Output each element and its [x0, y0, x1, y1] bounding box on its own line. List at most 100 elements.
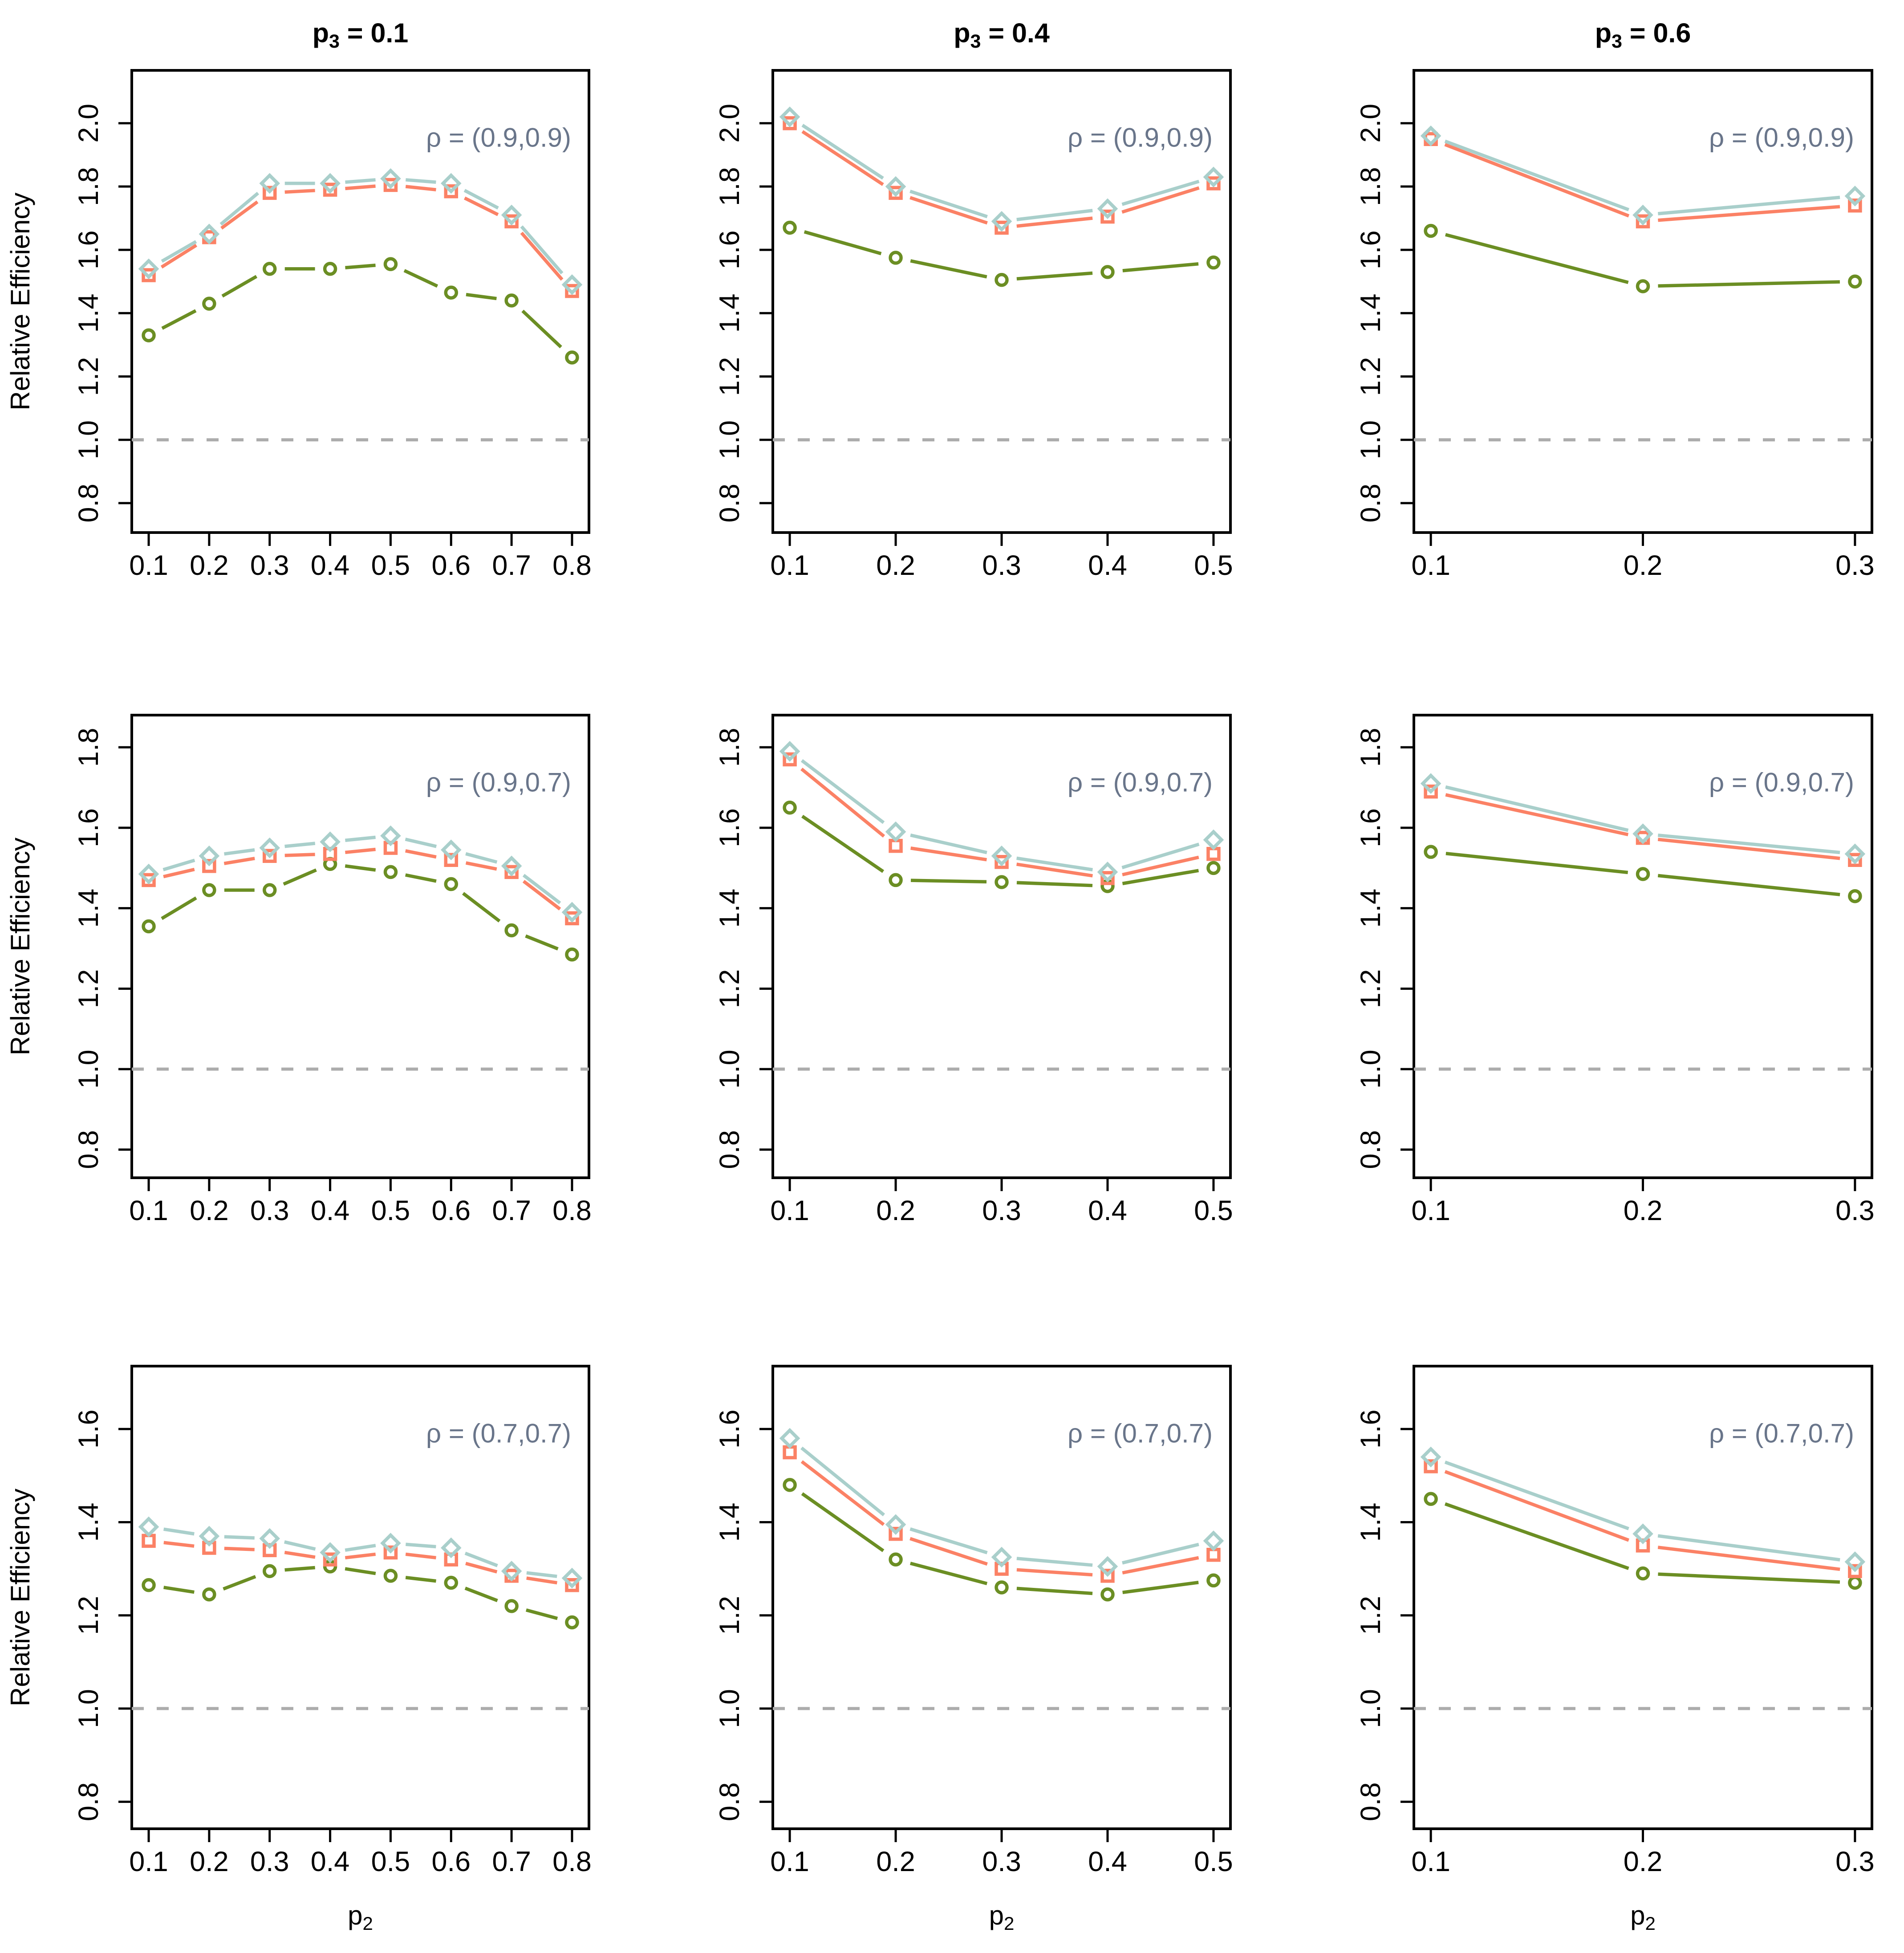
series-segment	[1122, 869, 1199, 885]
x-tick-label: 0.8	[552, 550, 592, 581]
series-segment	[1016, 881, 1093, 887]
series-diamond	[1420, 773, 1866, 865]
marker-diamond	[138, 1516, 159, 1538]
series-segment	[162, 859, 195, 871]
series-segment	[223, 1575, 256, 1591]
y-tick-label: 1.2	[1355, 969, 1386, 1009]
marker-circle	[444, 877, 459, 891]
y-axis-title: Relative Efficiency	[5, 1489, 35, 1706]
marker-circle	[1424, 845, 1438, 859]
y-tick-label: 1.0	[714, 1689, 745, 1728]
series-segment	[1445, 785, 1629, 832]
marker-diamond	[1203, 1530, 1224, 1551]
series-segment	[284, 842, 316, 848]
series-segment	[1444, 143, 1630, 218]
y-tick-label: 0.8	[714, 484, 745, 523]
marker-diamond	[779, 741, 800, 762]
panel-r2c0: 0.1 0.2 0.3 0.4 0.5 0.6 0.7 0.8 0.8 1.0 1.2 1.4 1.6 R…	[0, 1302, 634, 1953]
y-tick-label: 1.4	[714, 889, 745, 928]
marker-diamond	[199, 1526, 220, 1547]
marker-circle	[1424, 1492, 1438, 1506]
series-segment	[909, 189, 988, 219]
marker-circle	[1206, 861, 1221, 875]
plot-box	[130, 1365, 590, 1830]
series-segment	[1122, 262, 1199, 273]
marker-circle	[1636, 279, 1650, 293]
marker-diamond	[501, 855, 522, 877]
series-segment	[1444, 1461, 1629, 1530]
panel-r1c2-plot: 0.1 0.2 0.3 0.8 1.0 1.2 1.4 1.6 1.8 ρ = (0.9,0.7)	[1355, 714, 1875, 1226]
y-tick-label: 1.6	[73, 808, 104, 847]
series-segment	[800, 1460, 885, 1526]
marker-square	[565, 1578, 579, 1592]
x-tick-label: 0.2	[1624, 1846, 1663, 1877]
y-tick-label: 1.8	[1355, 167, 1386, 206]
series-segment	[284, 1566, 315, 1572]
y-tick-label: 1.0	[1355, 420, 1386, 460]
marker-circle	[783, 1478, 797, 1492]
x-tick-label: 0.2	[876, 550, 915, 581]
series-segment	[163, 1541, 195, 1548]
marker-diamond	[440, 839, 462, 860]
marker-diamond	[1420, 125, 1441, 146]
marker-square	[1424, 1459, 1438, 1473]
series-diamond	[138, 168, 583, 295]
marker-diamond	[1420, 1446, 1441, 1468]
series-segment	[522, 874, 561, 905]
x-tick-label: 0.4	[311, 1846, 350, 1877]
marker-square	[504, 214, 519, 228]
y-tick-label: 1.4	[1355, 1503, 1386, 1542]
x-tick-label: 0.2	[1624, 1195, 1663, 1226]
y-tick-label: 1.4	[714, 294, 745, 333]
marker-square	[504, 865, 519, 879]
series-segment	[345, 264, 376, 269]
marker-diamond	[380, 1533, 401, 1554]
panel-title: p3 = 0.1	[313, 18, 409, 52]
y-tick-label: 0.8	[73, 484, 104, 523]
x-tick-label: 0.1	[1411, 1846, 1450, 1877]
marker-diamond	[320, 173, 341, 194]
series-segment	[405, 849, 437, 859]
series-segment	[219, 191, 260, 226]
series-circle	[1424, 224, 1862, 293]
y-tick-label: 1.8	[714, 167, 745, 206]
series-segment	[221, 275, 258, 298]
series-segment	[464, 1551, 498, 1567]
plot-box	[130, 69, 590, 534]
marker-square	[565, 284, 579, 298]
y-tick-label: 1.4	[73, 294, 104, 333]
marker-diamond	[1420, 773, 1441, 794]
series-segment	[284, 1550, 316, 1559]
series-segment	[1122, 1581, 1199, 1594]
series-diamond	[779, 1428, 1224, 1577]
marker-diamond	[380, 825, 401, 846]
series-segment	[1657, 838, 1840, 860]
x-tick-label: 0.3	[250, 1195, 289, 1226]
rho-annotation: ρ = (0.9,0.9)	[1068, 123, 1213, 153]
panel-title: p3 = 0.6	[1595, 18, 1691, 52]
series-segment	[520, 232, 564, 281]
x-tick-label: 0.1	[1411, 1195, 1450, 1226]
y-tick-label: 1.0	[714, 1050, 745, 1089]
series-segment	[800, 759, 885, 824]
marker-square	[444, 853, 459, 867]
series-segment	[801, 814, 885, 873]
marker-square	[383, 178, 398, 192]
x-tick-label: 0.1	[129, 1195, 168, 1226]
y-tick-label: 0.8	[714, 1130, 745, 1169]
panel-r0c0-plot: 0.1 0.2 0.3 0.4 0.5 0.6 0.7 0.8 0.8 1.0 1.2 1.4 1.6 1…	[5, 18, 592, 581]
series-segment	[405, 185, 436, 191]
x-tick-label: 0.2	[190, 1846, 229, 1877]
x-tick-label: 0.6	[431, 1195, 471, 1226]
marker-square	[783, 752, 797, 767]
series-segment	[345, 835, 376, 842]
x-tick-label: 0.2	[190, 550, 229, 581]
series-segment	[406, 178, 436, 184]
y-tick-label: 0.8	[714, 1782, 745, 1822]
panel-r0c2-plot: 0.1 0.2 0.3 0.8 1.0 1.2 1.4 1.6 1.8 2.0 p3 = 0.6 ρ …	[1355, 18, 1875, 581]
marker-diamond	[1844, 1551, 1866, 1572]
marker-circle	[1848, 1575, 1862, 1590]
marker-circle	[995, 875, 1009, 889]
x-tick-label: 0.3	[982, 1846, 1021, 1877]
